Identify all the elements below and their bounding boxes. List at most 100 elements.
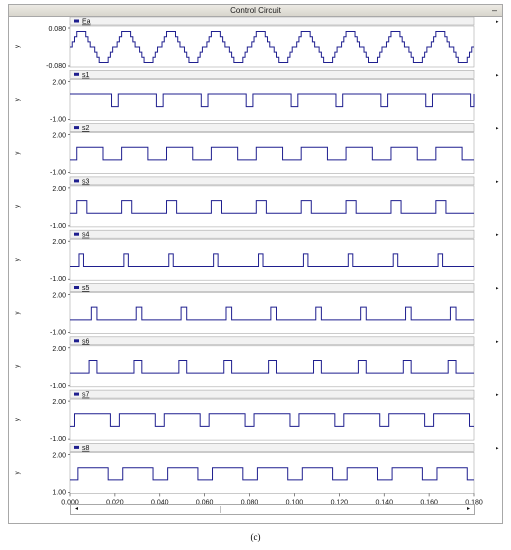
panel-header bbox=[69, 389, 475, 399]
panel-arrow-icon[interactable]: ▸ bbox=[496, 232, 499, 238]
y-axis-label: y bbox=[15, 98, 21, 101]
y-axis-label: y bbox=[15, 471, 21, 474]
x-tick-label: 0.180 bbox=[465, 499, 483, 506]
x-tick-label: 0.060 bbox=[196, 499, 214, 506]
y-axis-label: y bbox=[15, 312, 21, 315]
plot-box bbox=[69, 398, 475, 441]
y-tick-label: -1.00 bbox=[50, 383, 66, 390]
legend-marker bbox=[74, 232, 79, 236]
x-tick-label: 0.020 bbox=[106, 499, 124, 506]
y-axis-label: y bbox=[15, 152, 21, 155]
panel-header bbox=[69, 336, 475, 346]
legend-marker bbox=[74, 126, 79, 130]
panel-arrow-icon[interactable]: ▸ bbox=[496, 72, 499, 78]
y-tick-label: 0.080 bbox=[48, 26, 66, 33]
panel-arrow-icon[interactable]: ▸ bbox=[496, 126, 499, 132]
x-axis: 0.000 0.020 0.040 0.060 0.080 0.100 0.120 0.140… bbox=[61, 493, 483, 506]
y-tick-label: 2.00 bbox=[52, 186, 66, 193]
series-line-s7 bbox=[70, 413, 474, 427]
panel-arrow-icon[interactable]: ▸ bbox=[496, 339, 499, 345]
plot-box bbox=[69, 132, 475, 174]
series-line-s3 bbox=[70, 200, 474, 214]
legend-label-s5: s5 bbox=[82, 285, 90, 292]
series-line-s4 bbox=[70, 253, 474, 268]
panel-arrow-icon[interactable]: ▸ bbox=[496, 19, 499, 25]
legend-label-Ea: Ea bbox=[82, 19, 91, 26]
legend-label-s4: s4 bbox=[82, 232, 90, 239]
x-tick-label: 0.000 bbox=[61, 499, 79, 506]
y-tick-label: 2.00 bbox=[52, 79, 66, 86]
x-tick-label: 0.160 bbox=[420, 499, 438, 506]
legend-marker bbox=[74, 339, 79, 343]
panel-Ea: Ea ▸ 0.080 -0.080 y bbox=[15, 16, 499, 70]
window-titlebar: Control Circuit – bbox=[9, 5, 502, 17]
y-tick-label: -0.080 bbox=[46, 63, 66, 70]
x-tick-label: 0.040 bbox=[151, 499, 169, 506]
panel-header bbox=[69, 176, 475, 186]
y-tick-label: -1.00 bbox=[50, 223, 66, 230]
panel-s5: s5 ▸ 2.00 -1.00 y bbox=[15, 283, 499, 337]
series-line-s5 bbox=[70, 306, 474, 321]
panel-arrow-icon[interactable]: ▸ bbox=[496, 179, 499, 185]
y-tick-label: -1.00 bbox=[50, 276, 66, 283]
y-tick-label: 2.00 bbox=[52, 399, 66, 406]
scroll-right-button[interactable]: ▸ bbox=[466, 506, 470, 512]
panel-arrow-icon[interactable]: ▸ bbox=[496, 286, 499, 292]
y-tick-label: 2.00 bbox=[52, 293, 66, 300]
y-tick-label: 2.00 bbox=[52, 239, 66, 246]
legend-marker bbox=[74, 179, 79, 183]
panel-s8: s8 ▸ 2.00 1.00 y bbox=[15, 443, 499, 496]
legend-marker bbox=[74, 72, 79, 76]
scroll-thumb[interactable] bbox=[220, 506, 221, 513]
panel-s6: s6 ▸ 2.00 -1.00 y bbox=[15, 336, 499, 390]
y-tick-label: -1.00 bbox=[50, 116, 66, 123]
y-tick-label: 1.00 bbox=[52, 489, 66, 496]
window-title: Control Circuit bbox=[230, 6, 281, 15]
y-axis-label: y bbox=[15, 205, 21, 208]
panel-s3: s3 ▸ 2.00 -1.00 y bbox=[15, 176, 499, 230]
x-tick-label: 0.080 bbox=[241, 499, 259, 506]
series-line-Ea bbox=[70, 31, 474, 63]
legend-marker bbox=[74, 392, 79, 396]
panel-s1: s1 ▸ 2.00 -1.00 y bbox=[15, 70, 499, 123]
plot-box bbox=[69, 292, 475, 334]
y-axis-label: y bbox=[15, 365, 21, 368]
legend-marker bbox=[74, 286, 79, 289]
plot-box bbox=[69, 185, 475, 228]
plot-box bbox=[69, 345, 475, 388]
y-tick-label: 2.00 bbox=[52, 452, 66, 459]
legend-marker bbox=[74, 445, 79, 449]
series-line-s1 bbox=[70, 93, 475, 108]
panel-arrow-icon[interactable]: ▸ bbox=[496, 445, 499, 451]
horizontal-scrollbar[interactable]: ◂ ▸ bbox=[70, 504, 475, 515]
series-line-s6 bbox=[70, 359, 474, 374]
panel-header bbox=[69, 443, 475, 452]
minimize-button[interactable]: – bbox=[491, 5, 497, 15]
panel-s7: s7 ▸ 2.00 -1.00 y bbox=[15, 389, 499, 443]
panel-arrow-icon[interactable]: ▸ bbox=[496, 392, 499, 398]
series-line-s2 bbox=[70, 146, 474, 161]
panel-header bbox=[69, 70, 475, 79]
series-line-s8 bbox=[70, 467, 474, 481]
legend-label-s8: s8 bbox=[82, 445, 90, 452]
y-axis-label: y bbox=[15, 418, 21, 421]
y-tick-label: 2.00 bbox=[52, 133, 66, 140]
legend-marker bbox=[74, 19, 79, 23]
panel-header bbox=[69, 123, 475, 132]
panel-header bbox=[69, 229, 475, 239]
panel-header bbox=[69, 16, 475, 26]
figure-caption: (c) bbox=[250, 532, 261, 542]
plot-box bbox=[69, 452, 475, 494]
plot-box bbox=[69, 238, 475, 281]
y-tick-label: -1.00 bbox=[50, 436, 66, 443]
y-tick-label: -1.00 bbox=[50, 170, 66, 177]
legend-label-s3: s3 bbox=[82, 178, 90, 185]
panel-s2: s2 ▸ 2.00 -1.00 y bbox=[15, 123, 499, 177]
y-tick-label: -1.00 bbox=[50, 330, 66, 337]
x-tick-label: 0.140 bbox=[375, 499, 393, 506]
y-axis-label: y bbox=[15, 258, 21, 261]
legend-label-s2: s2 bbox=[82, 125, 90, 132]
y-axis-label: y bbox=[15, 45, 21, 48]
scroll-left-button[interactable]: ◂ bbox=[74, 506, 78, 512]
